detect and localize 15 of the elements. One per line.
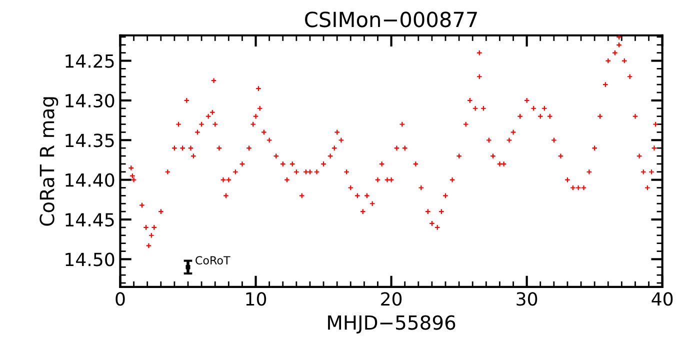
x-tick-label: 40 [652, 292, 673, 306]
x-axis-title: MHJD−55896 [328, 315, 456, 334]
y-tick-label: 14.50 [66, 252, 114, 266]
x-tick-label: 30 [516, 292, 538, 306]
annotation: CoRoT [196, 256, 230, 264]
x-tick-label: 20 [381, 292, 402, 306]
y-tick-label: 14.45 [66, 213, 114, 227]
y-tick-label: 14.40 [66, 173, 114, 187]
x-tick-label: 10 [246, 292, 266, 306]
x-tick-label: 0 [116, 292, 125, 306]
y-axis-title: CoRaT R mag [40, 97, 58, 226]
y-tick-label: 14.35 [66, 134, 114, 148]
y-tick-label: 14.30 [66, 94, 114, 108]
y-tick-label: 14.25 [66, 54, 114, 68]
chart-title: CSIMon−000877 [305, 12, 477, 28]
